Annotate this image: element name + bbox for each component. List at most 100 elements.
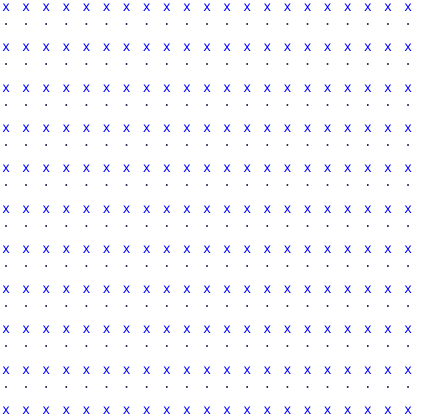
cross-mark: x: [162, 241, 171, 257]
cross-mark: x: [404, 322, 412, 338]
dot-mark: .: [263, 14, 272, 29]
dot-mark: .: [122, 255, 131, 271]
cross-mark: x: [102, 241, 111, 257]
cross-mark: x: [383, 161, 392, 177]
dot-mark: .: [404, 336, 412, 352]
cross-mark: x: [323, 403, 332, 418]
dot-mark: .: [22, 94, 30, 110]
dot-mark: .: [263, 94, 272, 110]
dot-mark: .: [303, 94, 312, 110]
cross-mark: x: [2, 362, 10, 378]
cross-mark: x: [363, 362, 372, 378]
dot-mark: .: [383, 134, 392, 150]
cross-mark: x: [363, 282, 372, 298]
cross-mark: x: [42, 0, 51, 15]
cross-mark: x: [42, 403, 51, 418]
dot-mark: .: [42, 14, 51, 29]
cross-mark: x: [323, 120, 332, 136]
cross-mark: x: [404, 362, 412, 378]
cross-mark: x: [102, 362, 111, 378]
dot-mark: .: [243, 376, 252, 392]
dot-mark: .: [22, 376, 30, 392]
cross-mark: x: [122, 362, 131, 378]
cross-mark: x: [162, 0, 171, 15]
cross-mark: x: [404, 80, 412, 96]
dot-mark: .: [102, 54, 111, 70]
cross-mark: x: [102, 0, 111, 15]
dot-mark: .: [2, 255, 10, 271]
cross-mark: x: [82, 403, 91, 418]
dot-mark: .: [2, 14, 10, 29]
dot-mark: .: [243, 54, 252, 70]
cross-mark: x: [42, 241, 51, 257]
cross-mark: x: [223, 161, 231, 177]
dot-mark: .: [162, 296, 171, 312]
dot-mark: .: [182, 94, 191, 110]
cross-mark: x: [303, 161, 312, 177]
cross-mark: x: [162, 80, 171, 96]
cross-mark: x: [383, 80, 392, 96]
cross-mark: x: [363, 40, 372, 56]
cross-mark: x: [42, 282, 51, 298]
dot-mark: .: [404, 14, 412, 29]
cross-mark: x: [22, 40, 30, 56]
cross-mark: x: [303, 40, 312, 56]
dot-mark: .: [22, 134, 30, 150]
cross-mark: x: [243, 0, 252, 15]
dot-mark: .: [42, 94, 51, 110]
cross-mark: x: [383, 120, 392, 136]
dot-mark: .: [263, 336, 272, 352]
cross-mark: x: [122, 80, 131, 96]
cross-mark: x: [42, 322, 51, 338]
cross-mark: x: [182, 403, 191, 418]
dot-mark: .: [102, 14, 111, 29]
dot-mark: .: [62, 54, 71, 70]
dot-mark: .: [343, 296, 352, 312]
cross-mark: x: [383, 0, 392, 15]
cross-mark: x: [42, 120, 51, 136]
cross-mark: x: [22, 403, 30, 418]
cross-mark: x: [203, 161, 211, 177]
dot-mark: .: [162, 215, 171, 231]
dot-mark: .: [223, 296, 231, 312]
cross-mark: x: [122, 403, 131, 418]
cross-mark: x: [82, 161, 91, 177]
dot-mark: .: [383, 94, 392, 110]
dot-mark: .: [303, 175, 312, 191]
cross-mark: x: [243, 362, 252, 378]
cross-mark: x: [2, 322, 10, 338]
dot-mark: .: [323, 215, 332, 231]
cross-mark: x: [263, 0, 272, 15]
cross-mark: x: [404, 161, 412, 177]
cross-mark: x: [122, 161, 131, 177]
cross-mark: x: [243, 201, 252, 217]
cross-mark: x: [62, 40, 71, 56]
dot-mark: .: [283, 54, 292, 70]
cross-mark: x: [383, 201, 392, 217]
cross-mark: x: [283, 120, 292, 136]
cross-mark: x: [303, 201, 312, 217]
cross-mark: x: [122, 282, 131, 298]
cross-mark: x: [162, 201, 171, 217]
dot-mark: .: [343, 14, 352, 29]
cross-mark: x: [404, 403, 412, 418]
dot-mark: .: [203, 175, 211, 191]
cross-mark: x: [62, 362, 71, 378]
cross-mark: x: [122, 241, 131, 257]
cross-mark: x: [2, 282, 10, 298]
dot-mark: .: [323, 296, 332, 312]
dot-mark: .: [243, 336, 252, 352]
cross-mark: x: [62, 0, 71, 15]
cross-mark: x: [323, 241, 332, 257]
dot-mark: .: [383, 296, 392, 312]
cross-mark: x: [263, 282, 272, 298]
cross-mark: x: [303, 403, 312, 418]
cross-mark: x: [162, 403, 171, 418]
dot-mark: .: [303, 134, 312, 150]
cross-mark: x: [182, 40, 191, 56]
cross-mark: x: [404, 0, 412, 15]
cross-mark: x: [62, 161, 71, 177]
cross-mark: x: [2, 40, 10, 56]
cross-mark: x: [162, 362, 171, 378]
cross-mark: x: [203, 282, 211, 298]
